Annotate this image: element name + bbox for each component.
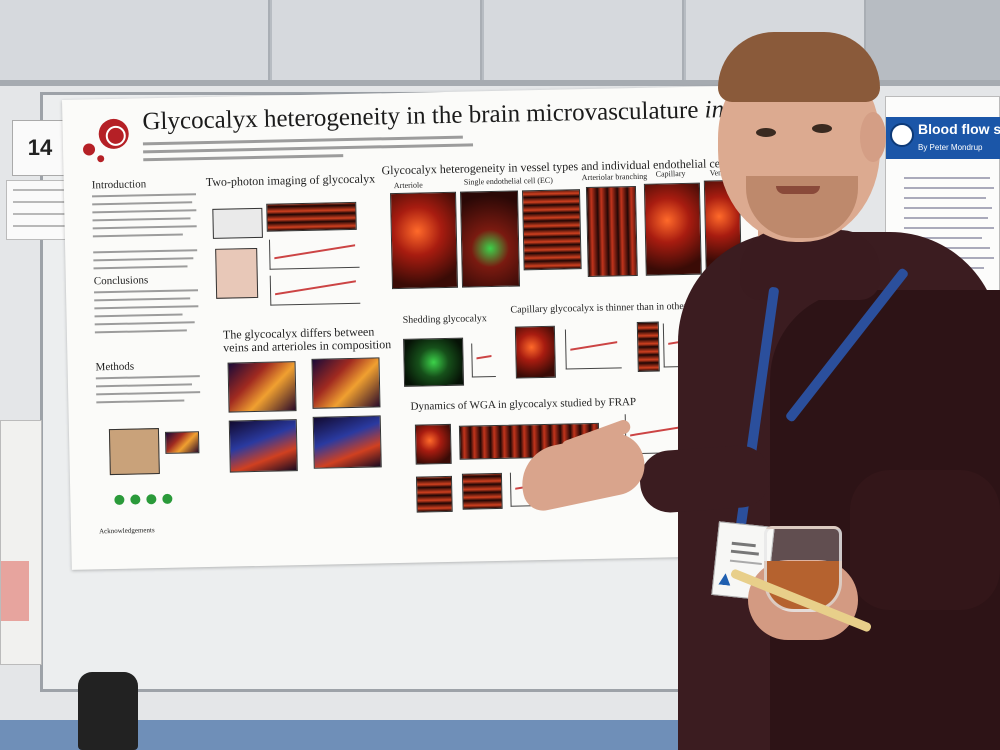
wall-panel [272, 0, 482, 80]
frap-pial-vessel [414, 423, 452, 465]
ear [860, 112, 886, 162]
water-bottle [78, 672, 138, 750]
glycocalyx-linescan [266, 201, 357, 232]
section-methods: Methods [95, 360, 135, 374]
wga-depth-image [228, 419, 298, 473]
microscope-illustration [108, 428, 160, 476]
wall-panel [0, 0, 270, 80]
decor-dot [82, 143, 96, 156]
right-sleeve [850, 470, 1000, 610]
frap-linescan-a [415, 475, 453, 513]
methods-text [95, 375, 205, 427]
section-veins-arterioles: The glycocalyx differs between veins and… [222, 324, 392, 355]
badge-logo-icon [718, 573, 731, 586]
vessel-schematic [215, 247, 259, 299]
glycan-icons [114, 493, 184, 507]
intro-text [92, 193, 202, 285]
author-list [142, 133, 474, 166]
lea-depth-image [312, 415, 382, 469]
section-two-photon: Two-photon imaging of glycocalyx [205, 171, 376, 190]
frap-linescan-b [461, 472, 503, 510]
turtleneck-collar [740, 230, 880, 300]
left-poster-figure [1, 561, 29, 621]
imaging-plane-diagram [212, 207, 263, 239]
rbc-profile-plot [269, 273, 361, 306]
neighbor-poster-banner: Blood flow s By Peter Mondrup [886, 117, 1000, 159]
left-eye [756, 128, 776, 137]
lea-lectin-image [311, 357, 381, 409]
university-seal-icon [98, 118, 130, 150]
gag-immunostaining [403, 337, 465, 387]
conclusions-text [94, 289, 203, 351]
neighbor-poster-title: Blood flow s [918, 121, 1000, 137]
university-logo-icon [890, 123, 914, 147]
arteriole-micrograph [390, 191, 459, 290]
neighbor-poster-author: By Peter Mondrup [918, 143, 983, 152]
right-eye [812, 124, 832, 133]
wall-panel [484, 0, 684, 80]
decor-dot [97, 155, 105, 163]
intensity-profile-plot [268, 237, 360, 270]
poster-number: 14 [12, 120, 68, 176]
single-ec-micrograph [460, 190, 521, 288]
label-arteriole: Arteriole [393, 180, 423, 191]
plasma-hyaluronan-plot [471, 342, 496, 378]
wga-lectin-image [227, 361, 297, 413]
hair [718, 32, 880, 102]
section-introduction: Introduction [91, 178, 147, 192]
left-poster [0, 420, 42, 665]
section-shedding: Shedding glycocalyx [402, 313, 487, 326]
mouth [776, 186, 820, 194]
pointing-arm [637, 443, 773, 515]
presenter [514, 0, 1000, 750]
section-conclusions: Conclusions [93, 274, 149, 288]
section-acknowledgements: Acknowledgements [98, 526, 155, 536]
methods-figure [164, 431, 200, 454]
